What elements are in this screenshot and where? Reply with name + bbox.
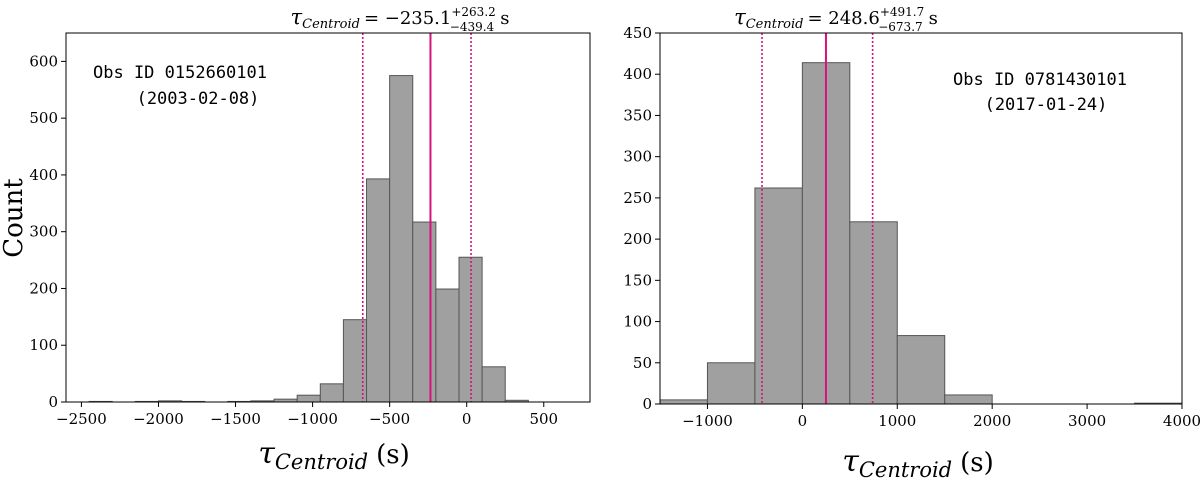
right-xlabel-subscript: Centroid bbox=[859, 458, 952, 480]
right-y-tick-label: 0 bbox=[642, 395, 652, 413]
left-panel-title: τCentroid = −235.1+263.2 −439.4 s bbox=[291, 5, 510, 34]
left-x-tick-label: −1500 bbox=[210, 410, 261, 428]
right-y-tick-label: 350 bbox=[623, 106, 652, 124]
right-histogram-bar bbox=[896, 335, 946, 405]
left-histogram-bar bbox=[319, 383, 344, 403]
left-title-tau: τ bbox=[291, 5, 303, 29]
left-y-tick-label: 600 bbox=[29, 52, 58, 70]
right-histogram-panel: −1000 0 1000 2000 3000 4000 0 50 100 150 200 250 30… bbox=[623, 5, 1200, 480]
right-x-tick-label: 0 bbox=[798, 412, 808, 430]
right-title-subscript: Centroid bbox=[746, 17, 804, 32]
right-y-ticks: 0 50 100 150 200 250 300 350 400 450 bbox=[623, 24, 660, 413]
right-histogram-bar bbox=[944, 394, 993, 405]
left-x-tick-label: −2500 bbox=[56, 410, 107, 428]
left-centroid-lines bbox=[361, 33, 472, 402]
left-x-axis-label: τCentroid (s) bbox=[258, 436, 410, 474]
right-histogram-bar bbox=[849, 221, 898, 405]
left-title-lower-err: −439.4 bbox=[450, 20, 495, 34]
left-title-subscript: Centroid bbox=[302, 17, 360, 32]
right-obs-date-label: (2017-01-24) bbox=[985, 95, 1108, 115]
left-x-tick-label: −500 bbox=[369, 410, 410, 428]
left-title-value: = −235.1 bbox=[364, 8, 451, 29]
right-y-tick-label: 100 bbox=[623, 313, 652, 331]
right-y-tick-label: 150 bbox=[623, 271, 652, 289]
left-histogram-panel: −2500 −2000 −1500 −1000 −500 0 500 0 100 200 300 4… bbox=[0, 5, 591, 474]
left-histogram-bar bbox=[481, 366, 506, 403]
left-y-tick-label: 200 bbox=[29, 279, 58, 297]
left-xlabel-unit: (s) bbox=[376, 440, 410, 470]
left-x-tick-label: −1000 bbox=[287, 410, 338, 428]
right-x-tick-label: 4000 bbox=[1163, 412, 1200, 430]
right-panel-title: τCentroid = 248.6+491.7 −673.7 s bbox=[734, 5, 938, 34]
right-y-tick-label: 400 bbox=[623, 65, 652, 83]
left-xlabel-tau: τ bbox=[258, 436, 275, 471]
right-x-ticks: −1000 0 1000 2000 3000 4000 bbox=[682, 404, 1200, 430]
right-histogram-bar bbox=[659, 399, 708, 405]
left-histogram-bar bbox=[366, 178, 391, 403]
right-title-value: = 248.6 bbox=[807, 8, 879, 29]
left-y-tick-label: 0 bbox=[48, 393, 58, 411]
right-y-tick-label: 250 bbox=[623, 189, 652, 207]
right-y-tick-label: 450 bbox=[623, 24, 652, 42]
right-plot-frame bbox=[659, 32, 1183, 405]
left-x-tick-label: 500 bbox=[529, 410, 558, 428]
right-xlabel-unit: (s) bbox=[960, 448, 994, 478]
right-x-axis-label: τCentroid (s) bbox=[842, 444, 994, 480]
right-title-lower-err: −673.7 bbox=[878, 20, 922, 34]
right-x-tick-label: 1000 bbox=[878, 412, 916, 430]
left-y-tick-label: 500 bbox=[29, 109, 58, 127]
left-obs-date-label: (2003-02-08) bbox=[137, 89, 260, 109]
left-obs-id-label: Obs ID 0152660101 bbox=[93, 63, 267, 83]
left-y-tick-label: 400 bbox=[29, 166, 58, 184]
left-y-tick-label: 300 bbox=[29, 223, 58, 241]
right-title-upper-err: +491.7 bbox=[880, 5, 924, 19]
left-histogram-bars bbox=[88, 75, 529, 403]
left-x-tick-label: −2000 bbox=[133, 410, 184, 428]
left-histogram-bar bbox=[296, 394, 321, 403]
left-title-unit: s bbox=[500, 8, 509, 29]
left-y-ticks: 0 100 200 300 400 500 600 bbox=[29, 52, 66, 411]
left-histogram-bar bbox=[412, 221, 437, 403]
left-histogram-bar bbox=[435, 288, 460, 403]
right-title-unit: s bbox=[929, 8, 938, 29]
right-x-tick-label: 2000 bbox=[973, 412, 1011, 430]
left-plot-frame bbox=[65, 32, 591, 403]
right-xlabel-tau: τ bbox=[842, 444, 859, 479]
right-obs-id-label: Obs ID 0781430101 bbox=[953, 70, 1127, 90]
right-histogram-bars bbox=[659, 62, 1183, 405]
right-y-tick-label: 50 bbox=[633, 354, 652, 372]
left-x-tick-label: 0 bbox=[462, 410, 472, 428]
right-y-tick-label: 300 bbox=[623, 148, 652, 166]
right-y-tick-label: 200 bbox=[623, 230, 652, 248]
left-xlabel-subscript: Centroid bbox=[275, 450, 368, 474]
left-y-axis-label: Count bbox=[0, 178, 29, 258]
right-histogram-bar bbox=[754, 187, 803, 405]
left-histogram-bar bbox=[389, 75, 414, 403]
left-title-upper-err: +263.2 bbox=[451, 5, 495, 19]
right-x-tick-label: 3000 bbox=[1068, 412, 1106, 430]
left-x-ticks: −2500 −2000 −1500 −1000 −500 0 500 bbox=[56, 402, 558, 428]
left-y-tick-label: 100 bbox=[29, 336, 58, 354]
right-x-tick-label: −1000 bbox=[682, 412, 733, 430]
right-centroid-lines bbox=[761, 33, 874, 404]
right-histogram-bar bbox=[706, 362, 756, 405]
right-title-tau: τ bbox=[734, 5, 746, 29]
